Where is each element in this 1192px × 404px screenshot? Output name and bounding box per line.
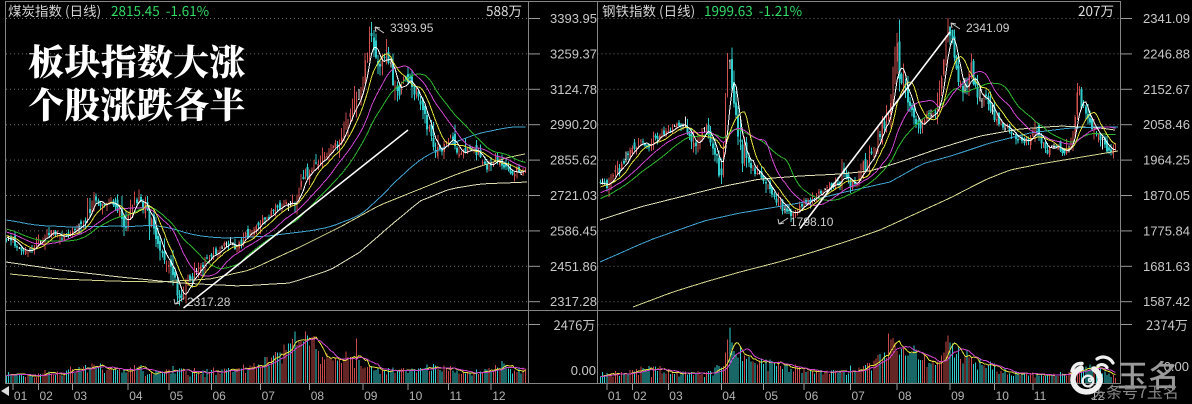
svg-text:12: 12 [492, 389, 506, 403]
svg-text:10: 10 [996, 389, 1010, 403]
svg-text:1775.84: 1775.84 [1143, 223, 1190, 238]
svg-text:2586.45: 2586.45 [550, 223, 597, 238]
svg-text:07: 07 [262, 389, 276, 403]
svg-text:03: 03 [669, 389, 683, 403]
svg-text:09: 09 [364, 389, 378, 403]
svg-text:2855.62: 2855.62 [550, 153, 597, 168]
svg-text:2246.88: 2246.88 [1143, 46, 1190, 61]
svg-text:1870.05: 1870.05 [1143, 188, 1190, 203]
svg-text:2317.28: 2317.28 [187, 295, 231, 309]
svg-text:04: 04 [722, 389, 736, 403]
svg-text:04: 04 [129, 389, 143, 403]
svg-text:07: 07 [852, 389, 866, 403]
svg-text:2058.46: 2058.46 [1143, 117, 1190, 132]
svg-text:02: 02 [633, 389, 647, 403]
svg-text:01: 01 [14, 389, 28, 403]
svg-text:2990.20: 2990.20 [550, 117, 597, 132]
svg-text:2317.28: 2317.28 [550, 294, 597, 309]
svg-text:09: 09 [951, 389, 965, 403]
svg-text:3393.95: 3393.95 [550, 11, 597, 26]
svg-text:0.00: 0.00 [571, 363, 596, 378]
svg-text:2451.86: 2451.86 [550, 259, 597, 274]
svg-text:11: 11 [450, 389, 463, 403]
svg-text:2721.03: 2721.03 [550, 188, 597, 203]
svg-text:05: 05 [765, 389, 779, 403]
svg-text:10: 10 [409, 389, 423, 403]
svg-text:3259.37: 3259.37 [550, 46, 597, 61]
svg-text:11: 11 [1034, 389, 1047, 403]
svg-text:1964.25: 1964.25 [1143, 153, 1190, 168]
svg-text:3393.95: 3393.95 [390, 21, 434, 35]
svg-text:01: 01 [608, 389, 622, 403]
svg-text:1798.10: 1798.10 [790, 215, 834, 229]
svg-text:2341.09: 2341.09 [966, 21, 1010, 35]
svg-text:1681.63: 1681.63 [1143, 259, 1190, 274]
svg-text:03: 03 [74, 389, 88, 403]
svg-text:3124.78: 3124.78 [550, 82, 597, 97]
svg-text:08: 08 [898, 389, 912, 403]
svg-text:06: 06 [213, 389, 227, 403]
svg-text:2152.67: 2152.67 [1143, 82, 1190, 97]
svg-text:2341.09: 2341.09 [1143, 11, 1190, 26]
svg-text:05: 05 [170, 389, 184, 403]
svg-text:08: 08 [311, 389, 325, 403]
svg-text:02: 02 [40, 389, 54, 403]
svg-text:1587.42: 1587.42 [1143, 294, 1190, 309]
svg-text:06: 06 [805, 389, 819, 403]
